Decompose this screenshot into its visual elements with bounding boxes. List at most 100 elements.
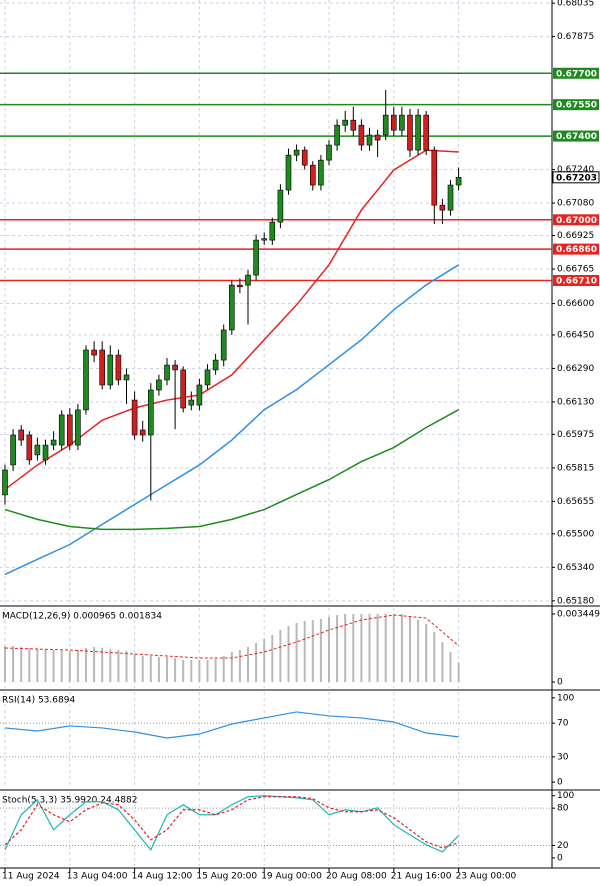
histogram-bar: [255, 643, 258, 683]
histogram-bar: [182, 660, 185, 683]
x-tick-label: 23 Aug 00:00: [456, 872, 517, 882]
candle-body: [245, 274, 251, 286]
candle-body: [342, 119, 349, 126]
candle-body: [204, 369, 211, 386]
y-tick-label: 30: [557, 752, 569, 762]
indicator-line: [4, 264, 459, 576]
candle-body: [50, 439, 57, 446]
candle-body: [253, 239, 259, 276]
histogram-bar: [166, 657, 168, 683]
histogram-bar: [449, 652, 452, 683]
histogram-bar: [133, 654, 136, 683]
candle-body: [10, 434, 16, 466]
level-label-box: [553, 214, 599, 226]
candle-body: [350, 119, 357, 131]
y-tick-label: 0.66290: [557, 364, 594, 374]
y-tick-label: 0.003449: [557, 609, 600, 619]
candle-body: [423, 114, 430, 151]
histogram-bar: [279, 630, 282, 683]
histogram-bar: [28, 648, 31, 683]
histogram-bar: [360, 614, 363, 683]
level-label-box: [553, 67, 599, 79]
histogram-bar: [295, 623, 298, 683]
histogram-bar: [328, 617, 330, 683]
indicator-line: [4, 711, 459, 739]
histogram-bar: [344, 614, 347, 683]
y-tick-label: 70: [557, 719, 569, 729]
histogram-bar: [392, 614, 395, 683]
candle-body: [123, 374, 130, 381]
y-tick-label: 100: [557, 791, 574, 801]
panel-title: MACD(12,26,9) 0.000965 0.001834: [2, 612, 162, 622]
level-label: 0.66710: [556, 277, 597, 287]
level-label-box: [553, 243, 599, 255]
candle-body: [188, 399, 195, 406]
histogram-bar: [368, 614, 371, 683]
x-tick-label: 15 Aug 20:00: [196, 872, 257, 882]
histogram-bar: [352, 614, 355, 683]
y-tick-label: 0.66765: [557, 265, 594, 275]
histogram-bar: [336, 615, 339, 683]
candle-body: [455, 177, 462, 186]
level-label-box: [553, 275, 599, 287]
histogram-bar: [441, 642, 444, 683]
candle-body: [131, 399, 138, 436]
histogram-bar: [68, 651, 71, 683]
histogram-bar: [319, 619, 322, 683]
candle-body: [18, 429, 25, 441]
histogram-bar: [85, 648, 87, 683]
histogram-bar: [198, 660, 201, 683]
candle-body: [156, 379, 162, 391]
y-tick-label: 80: [557, 804, 569, 814]
y-tick-label: 0.65180: [557, 596, 594, 606]
level-label-box: [553, 130, 599, 142]
level-label: 0.66860: [556, 245, 597, 255]
x-tick-label: 14 Aug 12:00: [132, 872, 193, 882]
candle-body: [26, 434, 33, 461]
candle-body: [277, 189, 284, 223]
histogram-bar: [247, 647, 249, 683]
y-tick-label: 0.65340: [557, 563, 594, 573]
histogram-bar: [222, 656, 225, 683]
candle-body: [148, 389, 154, 436]
x-tick-label: 11 Aug 2024: [2, 872, 60, 882]
histogram-bar: [206, 660, 209, 683]
indicator-line: [4, 614, 459, 659]
y-tick-label: 0: [557, 678, 563, 688]
candle-body: [107, 354, 114, 386]
y-tick-label: 0.66925: [557, 231, 594, 241]
candle-body: [2, 469, 8, 496]
histogram-bar: [117, 650, 120, 683]
candle-body: [34, 444, 41, 456]
y-tick-label: 20: [557, 841, 569, 851]
indicator-line: [4, 795, 460, 853]
histogram-bar: [157, 657, 160, 683]
histogram-bar: [190, 660, 193, 683]
histogram-bar: [238, 650, 241, 683]
candle-body: [180, 369, 186, 409]
candle-body: [115, 354, 122, 381]
x-tick-label: 21 Aug 16:00: [391, 872, 452, 882]
histogram-bar: [417, 620, 420, 683]
histogram-bar: [174, 658, 177, 683]
y-tick-label: 0.66450: [557, 330, 594, 340]
candle-body: [285, 154, 292, 191]
x-tick-label: 20 Aug 08:00: [326, 872, 387, 882]
histogram-bar: [376, 614, 379, 683]
histogram-bar: [303, 621, 306, 683]
candle-body: [415, 114, 421, 151]
histogram-bar: [20, 647, 23, 683]
candle-body: [237, 284, 243, 288]
candle-body: [334, 124, 340, 146]
candle-body: [399, 114, 405, 131]
candle-body: [67, 414, 73, 446]
candle-body: [229, 284, 235, 331]
histogram-bar: [101, 648, 104, 683]
histogram-bar: [384, 614, 387, 683]
histogram-bar: [457, 662, 460, 683]
y-tick-label: 0.67240: [557, 165, 594, 175]
y-tick-label: 0: [557, 853, 563, 863]
level-label: 0.67700: [556, 69, 597, 79]
level-label: 0.67400: [556, 132, 597, 142]
